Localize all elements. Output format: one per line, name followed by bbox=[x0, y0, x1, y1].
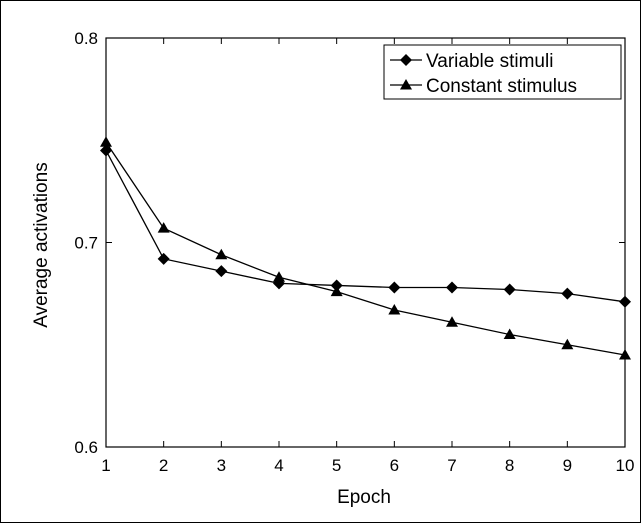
data-point bbox=[561, 338, 574, 350]
y-axis-label: Average activations bbox=[31, 162, 52, 327]
x-tick-label: 2 bbox=[159, 456, 168, 475]
data-point bbox=[619, 295, 631, 308]
y-tick-label: 0.7 bbox=[74, 234, 98, 253]
x-tick-label: 5 bbox=[332, 456, 341, 475]
data-point bbox=[388, 303, 401, 315]
legend-marker bbox=[400, 54, 412, 66]
data-point bbox=[157, 252, 170, 265]
legend-label: Constant stimulus bbox=[426, 76, 577, 97]
legend: Variable stimuli Constant stimulus bbox=[383, 44, 622, 100]
x-axis-label: Epoch bbox=[337, 487, 391, 508]
data-point bbox=[157, 222, 170, 233]
data-point bbox=[330, 285, 343, 297]
x-tick-label: 7 bbox=[447, 456, 456, 475]
data-point bbox=[446, 316, 458, 327]
data-point bbox=[215, 248, 228, 260]
y-tick-label: 0.6 bbox=[74, 438, 98, 457]
legend-label: Variable stimuli bbox=[426, 51, 553, 72]
data-point bbox=[561, 287, 574, 300]
series-line bbox=[105, 141, 626, 356]
data-point bbox=[273, 271, 285, 282]
y-tick-label: 0.8 bbox=[74, 29, 98, 48]
data-point bbox=[446, 281, 458, 294]
data-point bbox=[503, 283, 516, 296]
data-point bbox=[619, 348, 631, 360]
axes: 1 2 3 4 5 6 7 8 9 10 0.6 0.7 0.8 bbox=[74, 29, 634, 475]
series-1 bbox=[100, 144, 631, 308]
data-point bbox=[100, 136, 112, 147]
legend-marker bbox=[400, 79, 412, 90]
data-point bbox=[215, 265, 228, 278]
x-tick-label: 4 bbox=[274, 456, 283, 475]
x-tick-label: 6 bbox=[390, 456, 399, 475]
legend-box bbox=[383, 44, 622, 100]
series-2 bbox=[100, 136, 631, 360]
x-tick-label: 10 bbox=[616, 456, 635, 475]
series-line bbox=[105, 150, 626, 303]
x-tick-label: 1 bbox=[101, 456, 110, 475]
data-point bbox=[388, 281, 401, 294]
x-tick-label: 3 bbox=[217, 456, 226, 475]
series-layer bbox=[100, 136, 631, 360]
x-tick-label: 8 bbox=[505, 456, 514, 475]
data-point bbox=[330, 279, 343, 292]
data-point bbox=[503, 328, 516, 340]
x-tick-label: 9 bbox=[563, 456, 572, 475]
